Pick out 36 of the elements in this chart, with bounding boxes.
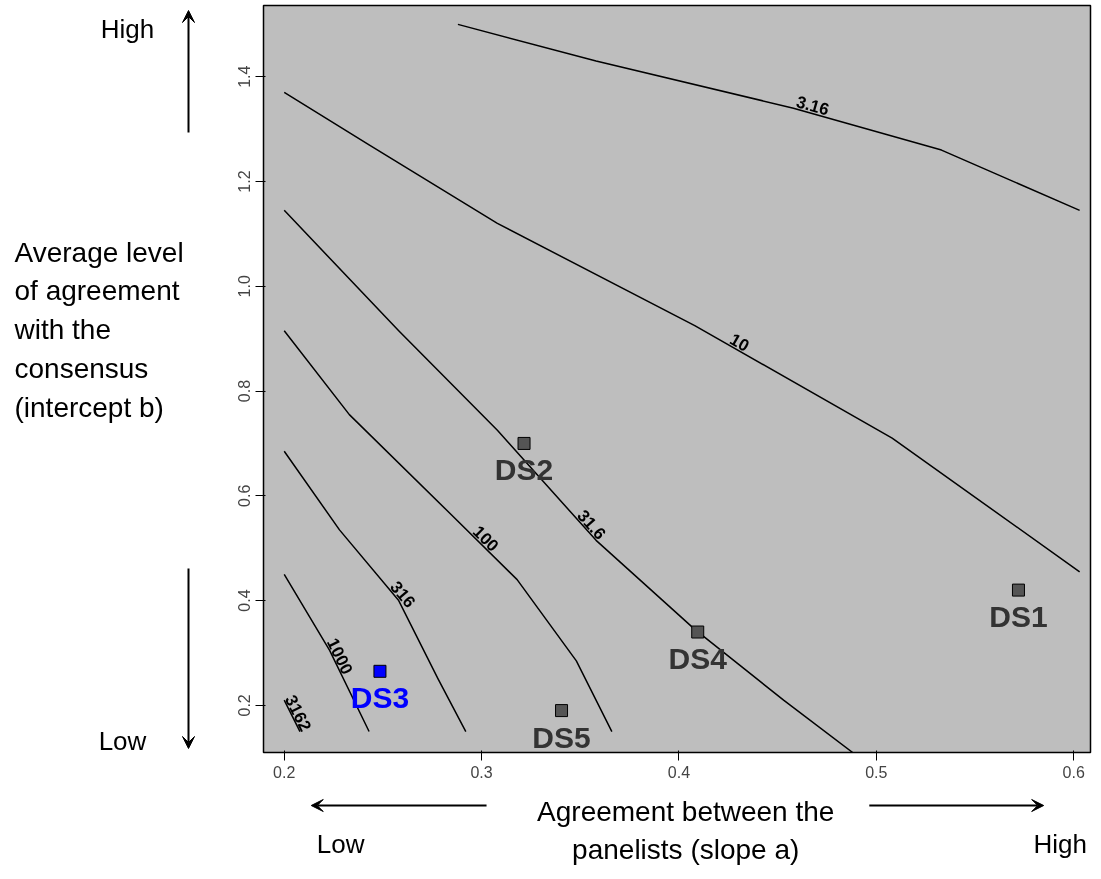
point (517, 436, 531, 450)
x-tick-label: 0.2 (273, 763, 296, 781)
text: 100 (468, 522, 503, 556)
y-tick-label: 0.6 (236, 484, 254, 507)
text: Low (316, 828, 365, 859)
y-tick-label: 0.4 (236, 589, 254, 612)
series-label: DS4 (668, 642, 728, 676)
text: 3.16 (794, 92, 832, 120)
series-label: DS3 (350, 681, 410, 715)
y-tick-label: 0.8 (236, 379, 254, 403)
y-tick-label: 0.2 (236, 694, 254, 717)
point (1011, 583, 1025, 597)
y-tick-label: 1.4 (236, 65, 254, 88)
line-series (283, 91, 1081, 573)
x-axis-title: Agreement between the panelists (slope a) (537, 795, 835, 866)
y-axis-title: Average level of agreement with the consensus (intercept b) (13, 236, 184, 423)
y-tick-label: 1.2 (236, 170, 254, 193)
point (555, 704, 569, 718)
text: 1000 (322, 635, 357, 678)
y-tick-label: 1.0 (236, 275, 254, 298)
x-tick-label: 0.4 (667, 763, 691, 781)
line-series (457, 23, 1081, 212)
series-label: DS5 (532, 720, 591, 754)
text: 10 (726, 329, 753, 356)
point (691, 625, 705, 639)
point (373, 664, 387, 678)
text: High (100, 13, 155, 44)
x-tick-label: 0.3 (470, 763, 493, 781)
series-label: DS1 (989, 600, 1048, 634)
text: 316 (386, 577, 420, 612)
text: 3162 (281, 692, 315, 735)
text: High (1033, 828, 1087, 859)
x-tick-label: 0.6 (1062, 763, 1085, 781)
x-tick-label: 0.5 (865, 763, 888, 781)
line-series (283, 450, 467, 733)
text: Low (98, 725, 147, 756)
